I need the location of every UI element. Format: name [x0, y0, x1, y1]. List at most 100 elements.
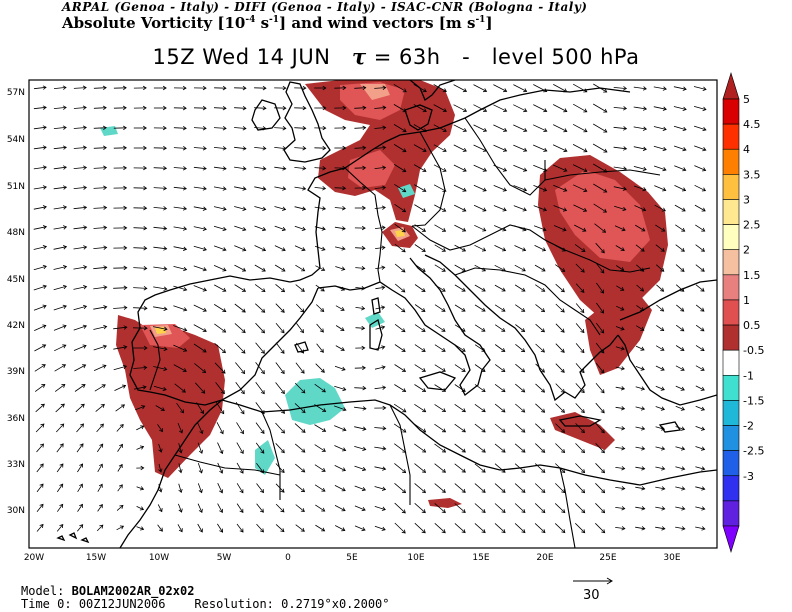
wind-vector-head: [83, 225, 88, 230]
wind-vector: [236, 442, 244, 454]
wind-vector: [494, 503, 506, 513]
wind-vector: [236, 503, 244, 513]
wind-vector: [393, 104, 407, 112]
wind-vector-head: [563, 167, 568, 172]
wind-vector-head: [620, 366, 625, 371]
wind-vector: [77, 504, 83, 512]
wind-vector-head: [259, 528, 265, 533]
wind-vector-head: [461, 287, 466, 292]
wind-vector-head: [441, 468, 446, 473]
lat-label-48n: 48N: [7, 228, 25, 238]
wind-vector-head: [103, 324, 108, 330]
wind-vector: [474, 284, 486, 292]
coastline-morocco-atlantic: [119, 399, 223, 548]
lon-label-30e: 30E: [663, 553, 680, 563]
wind-vector-head: [139, 486, 145, 491]
wind-vector-head: [401, 268, 406, 273]
wind-vector-head: [382, 385, 387, 390]
wind-vector: [295, 524, 305, 532]
vorticity-region-north-sea-core: [340, 82, 405, 120]
wind-vector: [173, 226, 187, 230]
wind-vector: [434, 224, 446, 232]
colorbar-cap-top: [722, 71, 740, 100]
wind-vector: [613, 186, 627, 190]
wind-vector-head: [481, 468, 486, 473]
wind-vector: [575, 323, 585, 333]
wind-vector: [654, 204, 666, 212]
wind-vector: [394, 522, 406, 534]
wind-vector: [514, 443, 526, 453]
wind-vector-head: [581, 469, 586, 474]
wind-vector-head: [143, 305, 148, 311]
wind-vector-head: [502, 187, 508, 192]
wind-vector: [695, 324, 705, 332]
wind-vector: [335, 246, 345, 250]
wind-vector-head: [640, 307, 645, 312]
wind-vector: [595, 443, 605, 453]
wind-vector: [33, 285, 47, 291]
wind-vector: [675, 284, 685, 292]
wind-vector: [314, 484, 326, 492]
wind-vector: [173, 266, 187, 270]
wind-vector: [674, 204, 686, 212]
wind-vector-head: [182, 226, 188, 231]
wind-vector: [633, 146, 647, 150]
wind-vector: [613, 166, 627, 170]
wind-vector: [655, 446, 665, 450]
wind-vector-head: [141, 405, 146, 410]
wind-vector: [94, 384, 106, 392]
wind-vector-head: [540, 368, 545, 373]
wind-vector: [73, 87, 87, 89]
colorbar-label: 0.5: [743, 319, 761, 332]
wind-vector: [434, 264, 446, 272]
wind-vector-head: [102, 364, 107, 369]
wind-vector: [653, 86, 667, 90]
wind-vector: [474, 483, 486, 493]
wind-vector-head: [642, 86, 647, 91]
wind-vector: [633, 86, 647, 90]
wind-vector-head: [662, 126, 667, 131]
wind-vector: [236, 422, 244, 434]
wind-vector-head: [202, 125, 207, 131]
wind-vector-head: [461, 529, 466, 534]
wind-vector: [354, 387, 366, 389]
wind-vector-head: [280, 429, 286, 434]
wind-vector: [414, 384, 426, 392]
wind-vector-head: [163, 326, 168, 331]
wind-vector-head: [620, 386, 626, 391]
wind-vector-head: [482, 227, 487, 232]
wind-vector-head: [523, 167, 528, 172]
wind-vector-head: [561, 468, 566, 474]
wind-vector: [54, 364, 66, 372]
wind-vector-head: [123, 265, 128, 271]
wind-vector: [193, 285, 207, 291]
wind-vector-head: [382, 145, 387, 150]
wind-vector-head: [62, 205, 68, 210]
wind-vector: [434, 304, 446, 312]
wind-vector-head: [580, 409, 585, 414]
wind-vector-head: [361, 305, 366, 311]
lat-label-42n: 42N: [7, 321, 25, 331]
wind-vector-head: [640, 346, 645, 351]
wind-vector-head: [402, 469, 407, 474]
wind-vector-head: [561, 428, 566, 433]
wind-vector: [213, 245, 227, 251]
wind-vector-head: [662, 106, 667, 111]
wind-vector: [614, 225, 626, 231]
map-title: 15Z Wed 14 JUN τ = 63h - level 500 hPa: [152, 44, 640, 69]
wind-vector: [236, 483, 244, 493]
wind-vector: [636, 284, 644, 292]
wind-vector-head: [241, 349, 246, 354]
coastline-sicily: [418, 371, 457, 391]
wind-vector-head: [603, 108, 608, 113]
wind-vector: [394, 463, 406, 473]
wind-vector: [93, 345, 107, 351]
wind-vector: [514, 245, 526, 251]
wind-vector-head: [142, 85, 147, 91]
wind-vector: [675, 345, 685, 351]
wind-vector-head: [660, 307, 665, 312]
wind-vector-head: [442, 207, 447, 212]
wind-vector-head: [103, 185, 108, 191]
wind-vector-head: [202, 186, 207, 191]
wind-vector: [675, 385, 685, 391]
